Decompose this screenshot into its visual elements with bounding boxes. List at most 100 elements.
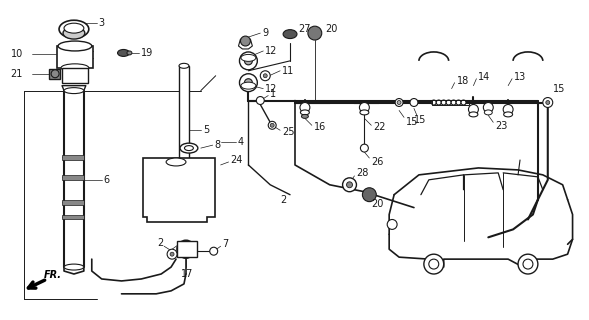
Text: 15: 15 bbox=[406, 117, 418, 127]
Circle shape bbox=[362, 188, 376, 202]
Circle shape bbox=[484, 102, 493, 112]
Ellipse shape bbox=[127, 51, 132, 55]
Ellipse shape bbox=[360, 110, 369, 115]
Bar bbox=[62, 175, 84, 180]
Circle shape bbox=[518, 254, 538, 274]
Ellipse shape bbox=[302, 114, 309, 118]
Circle shape bbox=[546, 100, 550, 105]
Bar bbox=[179, 66, 189, 180]
Circle shape bbox=[300, 102, 310, 112]
Bar bbox=[62, 200, 84, 204]
Circle shape bbox=[360, 144, 368, 152]
Ellipse shape bbox=[179, 177, 189, 182]
Text: 23: 23 bbox=[495, 121, 508, 131]
Circle shape bbox=[177, 240, 195, 258]
Text: 13: 13 bbox=[514, 72, 527, 82]
Text: 15: 15 bbox=[552, 84, 565, 94]
Ellipse shape bbox=[300, 110, 309, 115]
Text: 8: 8 bbox=[215, 140, 221, 150]
Ellipse shape bbox=[461, 100, 466, 105]
Circle shape bbox=[270, 123, 274, 127]
Text: 24: 24 bbox=[230, 155, 243, 165]
Circle shape bbox=[346, 182, 352, 188]
Circle shape bbox=[240, 36, 250, 46]
Circle shape bbox=[468, 105, 478, 114]
Text: 10: 10 bbox=[11, 49, 23, 59]
Ellipse shape bbox=[64, 88, 84, 93]
Ellipse shape bbox=[58, 41, 92, 51]
Ellipse shape bbox=[63, 27, 85, 39]
Circle shape bbox=[240, 52, 257, 70]
Circle shape bbox=[256, 97, 264, 105]
Circle shape bbox=[268, 121, 276, 129]
Text: 22: 22 bbox=[373, 122, 386, 132]
Ellipse shape bbox=[436, 100, 441, 105]
Ellipse shape bbox=[451, 100, 456, 105]
Circle shape bbox=[263, 74, 267, 78]
Circle shape bbox=[244, 79, 252, 87]
Ellipse shape bbox=[59, 20, 89, 38]
Ellipse shape bbox=[179, 63, 189, 68]
Text: 4: 4 bbox=[237, 137, 244, 147]
Ellipse shape bbox=[118, 50, 130, 56]
Text: 20: 20 bbox=[371, 199, 383, 209]
Bar bbox=[432, 100, 469, 106]
Text: 1: 1 bbox=[270, 89, 276, 99]
Ellipse shape bbox=[166, 158, 186, 166]
Circle shape bbox=[51, 70, 59, 78]
Circle shape bbox=[395, 99, 403, 107]
Ellipse shape bbox=[184, 146, 193, 151]
Text: 15: 15 bbox=[414, 115, 426, 125]
Bar bbox=[62, 155, 84, 160]
Ellipse shape bbox=[64, 23, 84, 33]
Circle shape bbox=[424, 254, 444, 274]
Text: 16: 16 bbox=[314, 122, 326, 132]
Circle shape bbox=[503, 105, 513, 114]
Ellipse shape bbox=[446, 100, 451, 105]
Text: 25: 25 bbox=[282, 127, 294, 137]
Circle shape bbox=[181, 244, 191, 254]
Ellipse shape bbox=[456, 100, 461, 105]
Text: 12: 12 bbox=[265, 84, 277, 94]
Ellipse shape bbox=[484, 110, 492, 115]
Bar bbox=[62, 214, 84, 220]
Ellipse shape bbox=[241, 54, 256, 61]
Circle shape bbox=[523, 259, 533, 269]
Circle shape bbox=[167, 249, 177, 259]
Text: 17: 17 bbox=[181, 269, 193, 279]
Ellipse shape bbox=[178, 249, 194, 256]
Text: 5: 5 bbox=[203, 125, 209, 135]
Circle shape bbox=[210, 247, 218, 255]
Ellipse shape bbox=[241, 82, 256, 89]
Polygon shape bbox=[143, 158, 215, 222]
Text: 3: 3 bbox=[99, 18, 105, 28]
Circle shape bbox=[397, 100, 401, 105]
Text: 6: 6 bbox=[104, 175, 110, 185]
Text: 28: 28 bbox=[356, 168, 369, 178]
Circle shape bbox=[170, 252, 174, 256]
Ellipse shape bbox=[469, 112, 478, 117]
Bar bbox=[177, 241, 197, 257]
Ellipse shape bbox=[431, 100, 436, 105]
Circle shape bbox=[260, 71, 270, 81]
Text: 14: 14 bbox=[478, 72, 491, 82]
Ellipse shape bbox=[64, 264, 84, 270]
Text: 19: 19 bbox=[141, 48, 154, 58]
Circle shape bbox=[410, 99, 418, 107]
Circle shape bbox=[343, 178, 356, 192]
Bar bbox=[62, 68, 88, 83]
Circle shape bbox=[429, 259, 439, 269]
Circle shape bbox=[359, 102, 369, 112]
Text: 26: 26 bbox=[371, 157, 383, 167]
Text: 18: 18 bbox=[456, 76, 469, 86]
Ellipse shape bbox=[441, 100, 446, 105]
Text: 27: 27 bbox=[298, 24, 310, 34]
Circle shape bbox=[240, 74, 257, 92]
Text: 7: 7 bbox=[223, 239, 229, 249]
Text: 2: 2 bbox=[280, 195, 286, 205]
Circle shape bbox=[308, 26, 322, 40]
Text: 2: 2 bbox=[157, 238, 164, 248]
Text: 21: 21 bbox=[11, 69, 23, 79]
Text: 20: 20 bbox=[326, 24, 338, 34]
Ellipse shape bbox=[283, 30, 297, 39]
